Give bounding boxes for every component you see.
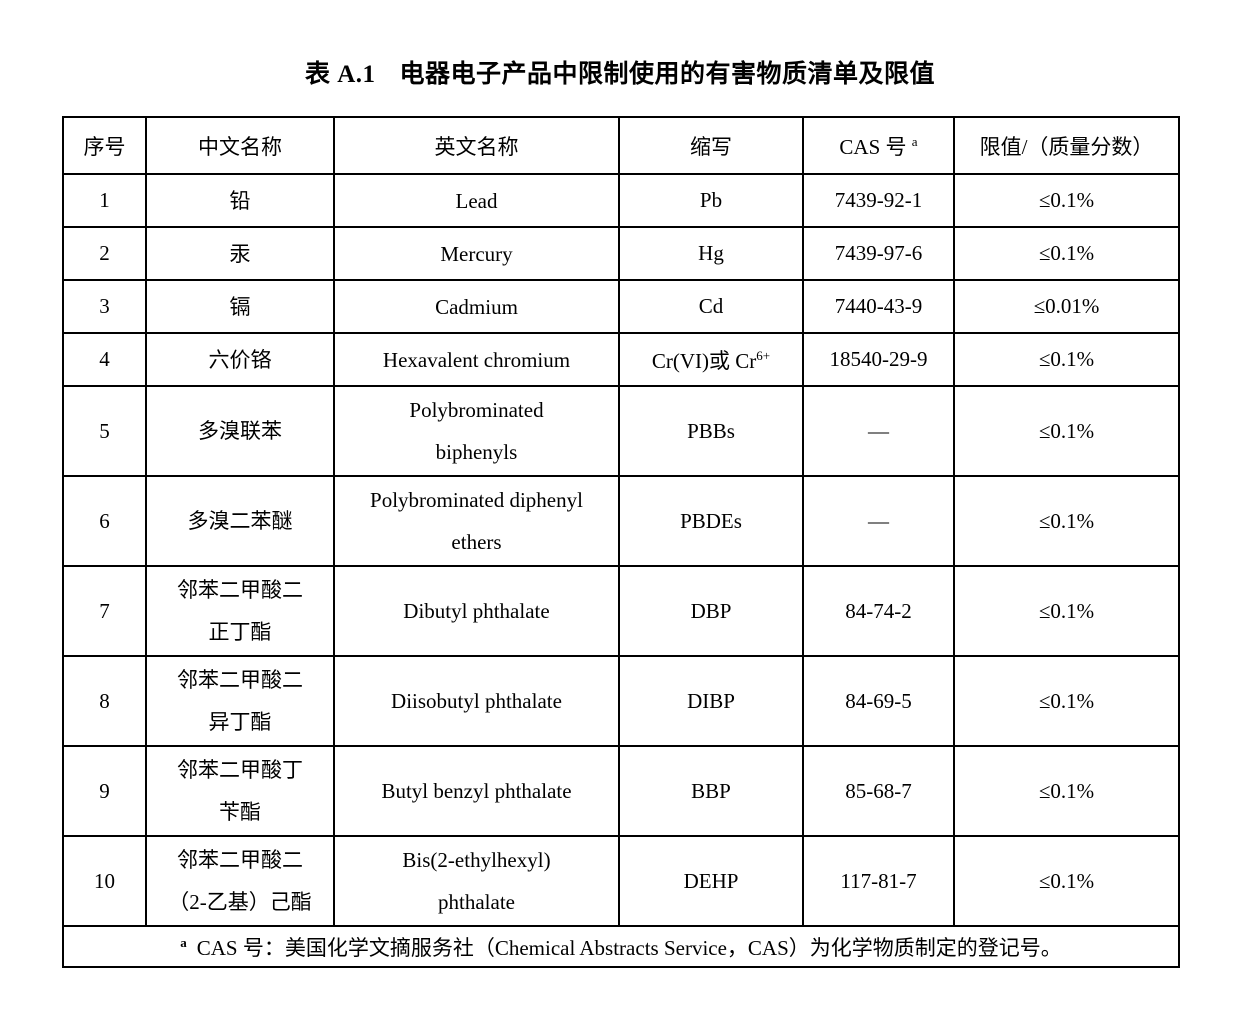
cell-en-name: Bis(2-ethylhexyl) phthalate xyxy=(333,835,620,927)
cell-cn-name: 六价铬 xyxy=(145,332,335,387)
cell-cn-name: 多溴联苯 xyxy=(145,385,335,477)
cell-en-name: Polybrominated diphenyl ethers xyxy=(333,475,620,567)
table-row: 9 邻苯二甲酸丁 苄酯 Butyl benzyl phthalate BBP 8… xyxy=(62,745,1180,837)
table-row: 10 邻苯二甲酸二 （2-乙基）己酯 Bis(2-ethylhexyl) pht… xyxy=(62,835,1180,927)
cell-serial: 10 xyxy=(62,835,147,927)
cell-abbr: DEHP xyxy=(618,835,804,927)
cell-cas: 7439-92-1 xyxy=(802,173,955,228)
cell-en-name: Dibutyl phthalate xyxy=(333,565,620,657)
footnote-marker: a xyxy=(180,934,187,950)
table-row: 8 邻苯二甲酸二 异丁酯 Diisobutyl phthalate DIBP 8… xyxy=(62,655,1180,747)
cell-cn-name: 铅 xyxy=(145,173,335,228)
header-cas: CAS 号 a xyxy=(802,116,955,175)
table-row: 4 六价铬 Hexavalent chromium Cr(VI)或 Cr6+ 1… xyxy=(62,332,1180,387)
cell-abbr-text: Cr(VI)或 Cr xyxy=(651,348,757,373)
cell-serial: 6 xyxy=(62,475,147,567)
cell-abbr: PBBs xyxy=(618,385,804,477)
table-caption: 表 A.1 电器电子产品中限制使用的有害物质清单及限值 xyxy=(62,54,1178,90)
table-caption-text: 电器电子产品中限制使用的有害物质清单及限值 xyxy=(399,61,936,88)
cell-cas: 7440-43-9 xyxy=(802,279,955,334)
cell-cn-name: 邻苯二甲酸二 正丁酯 xyxy=(145,565,335,657)
cell-limit: ≤0.01% xyxy=(953,279,1180,334)
table-header-row: 序号 中文名称 英文名称 缩写 CAS 号 a 限值/（质量分数） xyxy=(62,116,1180,175)
cell-cas: 18540-29-9 xyxy=(802,332,955,387)
cell-serial: 9 xyxy=(62,745,147,837)
cell-serial: 2 xyxy=(62,226,147,281)
cell-serial: 5 xyxy=(62,385,147,477)
header-serial: 序号 xyxy=(62,116,147,175)
cell-en-name: Cadmium xyxy=(333,279,620,334)
cell-limit: ≤0.1% xyxy=(953,565,1180,657)
header-abbr: 缩写 xyxy=(618,116,804,175)
cell-en-name: Polybrominated biphenyls xyxy=(333,385,620,477)
cell-abbr: PBDEs xyxy=(618,475,804,567)
footnote-text: CAS 号：美国化学文摘服务社（Chemical Abstracts Servi… xyxy=(196,935,1062,960)
cell-serial: 7 xyxy=(62,565,147,657)
footnote: a CAS 号：美国化学文摘服务社（Chemical Abstracts Serv… xyxy=(62,925,1180,968)
cell-cn-name: 邻苯二甲酸二 异丁酯 xyxy=(145,655,335,747)
cell-cas: — xyxy=(802,385,955,477)
cell-abbr-superscript: 6+ xyxy=(756,347,771,363)
cell-en-name: Diisobutyl phthalate xyxy=(333,655,620,747)
cell-abbr: Cr(VI)或 Cr6+ xyxy=(618,332,804,387)
cell-serial: 8 xyxy=(62,655,147,747)
table-row: 5 多溴联苯 Polybrominated biphenyls PBBs — ≤… xyxy=(62,385,1180,477)
cell-abbr: BBP xyxy=(618,745,804,837)
cell-abbr: DIBP xyxy=(618,655,804,747)
cell-limit: ≤0.1% xyxy=(953,655,1180,747)
cell-cas: 84-69-5 xyxy=(802,655,955,747)
cell-limit: ≤0.1% xyxy=(953,475,1180,567)
cell-limit: ≤0.1% xyxy=(953,745,1180,837)
cell-cn-name: 汞 xyxy=(145,226,335,281)
cell-cas: 7439-97-6 xyxy=(802,226,955,281)
cell-serial: 4 xyxy=(62,332,147,387)
cell-cas: — xyxy=(802,475,955,567)
cell-cas: 117-81-7 xyxy=(802,835,955,927)
header-limit: 限值/（质量分数） xyxy=(953,116,1180,175)
cell-cas: 85-68-7 xyxy=(802,745,955,837)
cell-serial: 1 xyxy=(62,173,147,228)
cell-cn-name: 多溴二苯醚 xyxy=(145,475,335,567)
cell-abbr: Hg xyxy=(618,226,804,281)
cell-cn-name: 镉 xyxy=(145,279,335,334)
table-caption-label: 表 A.1 xyxy=(304,61,376,88)
cell-abbr: Cd xyxy=(618,279,804,334)
header-en-name: 英文名称 xyxy=(333,116,620,175)
cell-en-name: Lead xyxy=(333,173,620,228)
cell-cn-name: 邻苯二甲酸丁 苄酯 xyxy=(145,745,335,837)
cell-limit: ≤0.1% xyxy=(953,173,1180,228)
table-row: 1 铅 Lead Pb 7439-92-1 ≤0.1% xyxy=(62,173,1180,228)
table-row: 6 多溴二苯醚 Polybrominated diphenyl ethers P… xyxy=(62,475,1180,567)
table-row: 2 汞 Mercury Hg 7439-97-6 ≤0.1% xyxy=(62,226,1180,281)
cell-en-name: Butyl benzyl phthalate xyxy=(333,745,620,837)
cell-abbr: DBP xyxy=(618,565,804,657)
cell-en-name: Mercury xyxy=(333,226,620,281)
cell-limit: ≤0.1% xyxy=(953,332,1180,387)
hazardous-substances-table: 序号 中文名称 英文名称 缩写 CAS 号 a 限值/（质量分数） 1 铅 Le… xyxy=(62,116,1180,968)
cell-serial: 3 xyxy=(62,279,147,334)
cell-cn-name: 邻苯二甲酸二 （2-乙基）己酯 xyxy=(145,835,335,927)
cell-abbr: Pb xyxy=(618,173,804,228)
cell-en-name: Hexavalent chromium xyxy=(333,332,620,387)
header-cn-name: 中文名称 xyxy=(145,116,335,175)
header-cas-label: CAS 号 xyxy=(839,134,907,159)
table-row: 3 镉 Cadmium Cd 7440-43-9 ≤0.01% xyxy=(62,279,1180,334)
cell-limit: ≤0.1% xyxy=(953,226,1180,281)
header-cas-footnote-marker: a xyxy=(911,133,918,149)
table-footnote-row: a CAS 号：美国化学文摘服务社（Chemical Abstracts Serv… xyxy=(62,925,1180,968)
cell-limit: ≤0.1% xyxy=(953,385,1180,477)
cell-limit: ≤0.1% xyxy=(953,835,1180,927)
table-row: 7 邻苯二甲酸二 正丁酯 Dibutyl phthalate DBP 84-74… xyxy=(62,565,1180,657)
cell-cas: 84-74-2 xyxy=(802,565,955,657)
